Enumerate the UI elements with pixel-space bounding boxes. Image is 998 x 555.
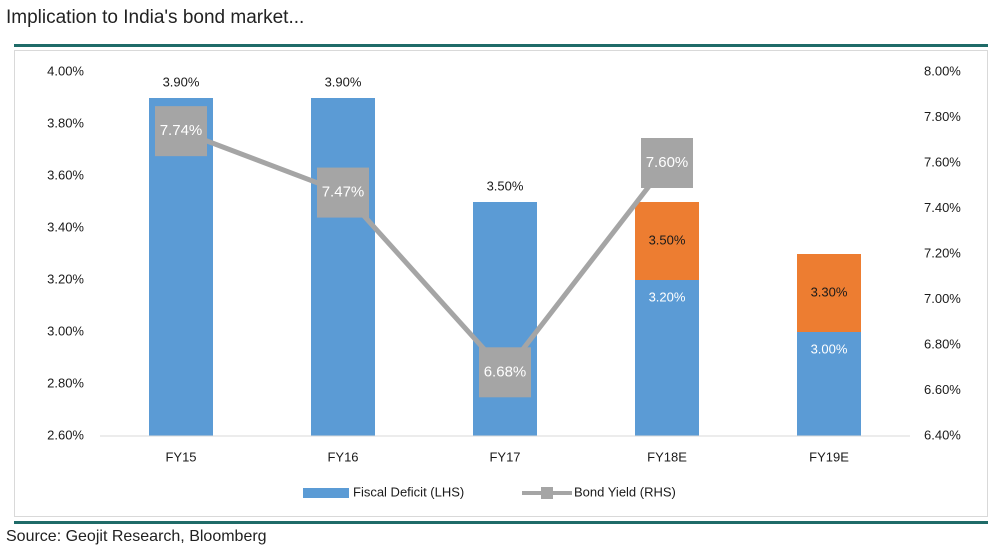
left-tick-label: 2.60%: [47, 427, 84, 442]
bar-data-label: 3.90%: [325, 74, 362, 89]
right-tick-label: 8.00%: [924, 63, 961, 78]
fiscal-deficit-bar: [797, 332, 861, 436]
bond-yield-line: 7.74% 7.47% 6.68% 7.60%: [155, 106, 693, 398]
right-tick-label: 7.40%: [924, 200, 961, 215]
chart-frame: [14, 50, 988, 517]
right-tick-label: 6.40%: [924, 427, 961, 442]
legend-label-fiscal-deficit: Fiscal Deficit (LHS): [353, 484, 464, 499]
fiscal-deficit-stack-bar: [635, 202, 699, 280]
stack-data-label: 3.50%: [649, 232, 686, 247]
bar-data-label: 3.90%: [163, 74, 200, 89]
fiscal-deficit-bar: [473, 202, 537, 436]
bar-data-labels: 3.90% 3.90% 3.50% 3.20% 3.50% 3.00% 3.30%: [163, 74, 848, 356]
right-axis-ticks: 6.40% 6.60% 6.80% 7.00% 7.20% 7.40% 7.60% 7.80%…: [924, 63, 961, 442]
left-tick-label: 3.00%: [47, 323, 84, 338]
bond-yield-marker: [479, 347, 531, 398]
legend: Fiscal Deficit (LHS) Bond Yield (RHS): [303, 484, 676, 499]
category-label: FY17: [489, 449, 520, 464]
left-axis-ticks: 2.60% 2.80% 3.00% 3.20% 3.40% 3.60% 3.80% 4.00%: [47, 63, 84, 442]
bond-yield-data-label: 7.74%: [160, 122, 203, 139]
fiscal-deficit-bar: [635, 280, 699, 436]
page-title: Implication to India's bond market...: [6, 7, 305, 28]
bar-data-label: 3.00%: [811, 341, 848, 356]
right-tick-label: 6.60%: [924, 382, 961, 397]
bond-yield-marker: [155, 106, 207, 157]
fiscal-deficit-bar: [311, 98, 375, 436]
fiscal-deficit-stack-bar: [797, 254, 861, 332]
right-tick-label: 7.80%: [924, 109, 961, 124]
category-label: FY16: [327, 449, 358, 464]
left-tick-label: 3.20%: [47, 271, 84, 286]
bond-yield-data-label: 6.68%: [484, 363, 527, 380]
category-label: FY19E: [809, 449, 849, 464]
stack-data-label: 3.30%: [811, 284, 848, 299]
left-tick-label: 3.40%: [47, 219, 84, 234]
legend-label-bond-yield: Bond Yield (RHS): [574, 484, 676, 499]
bar-data-label: 3.50%: [487, 178, 524, 193]
bond-yield-data-label: 7.47%: [322, 184, 365, 201]
bond-yield-data-label: 7.60%: [646, 154, 689, 171]
right-tick-label: 7.60%: [924, 154, 961, 169]
category-labels: FY15 FY16 FY17 FY18E FY19E: [165, 449, 849, 464]
bond-yield-marker: [641, 138, 693, 188]
right-tick-label: 7.00%: [924, 291, 961, 306]
source-note: Source: Geojit Research, Bloomberg: [6, 528, 267, 545]
right-tick-label: 7.20%: [924, 245, 961, 260]
left-tick-label: 3.80%: [47, 115, 84, 130]
legend-marker-bond-yield: [541, 487, 553, 499]
left-tick-label: 3.60%: [47, 167, 84, 182]
title-rule: [14, 44, 988, 47]
left-tick-label: 4.00%: [47, 63, 84, 78]
source-rule: [14, 521, 988, 524]
right-tick-label: 6.80%: [924, 336, 961, 351]
category-label: FY15: [165, 449, 196, 464]
left-tick-label: 2.80%: [47, 375, 84, 390]
bond-yield-marker: [317, 167, 369, 218]
bond-yield-polyline: [180, 128, 669, 375]
legend-swatch-fiscal-deficit: [303, 488, 349, 498]
category-label: FY18E: [647, 449, 687, 464]
bar-data-label: 3.20%: [649, 289, 686, 304]
